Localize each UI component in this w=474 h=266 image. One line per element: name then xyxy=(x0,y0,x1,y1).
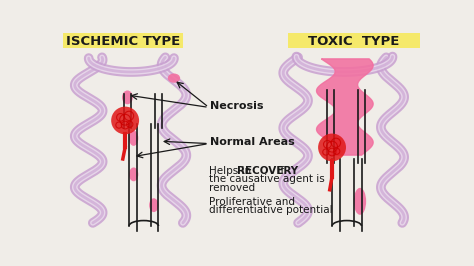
FancyBboxPatch shape xyxy=(288,34,419,48)
Ellipse shape xyxy=(129,167,138,181)
Text: Normal Areas: Normal Areas xyxy=(210,137,295,147)
Ellipse shape xyxy=(149,198,158,212)
Ellipse shape xyxy=(129,131,138,146)
Text: Helps in: Helps in xyxy=(209,166,254,176)
FancyBboxPatch shape xyxy=(63,34,183,48)
Text: TOXIC  TYPE: TOXIC TYPE xyxy=(308,35,400,48)
Circle shape xyxy=(318,134,346,161)
Ellipse shape xyxy=(168,73,180,83)
Text: Necrosis: Necrosis xyxy=(210,101,264,111)
Text: RECOVERY: RECOVERY xyxy=(237,166,299,176)
Text: if: if xyxy=(271,166,284,176)
Circle shape xyxy=(111,107,139,134)
Ellipse shape xyxy=(354,188,366,215)
Text: the causative agent is: the causative agent is xyxy=(209,174,325,184)
Text: Proliferative and: Proliferative and xyxy=(209,197,295,207)
Text: differentiative potential: differentiative potential xyxy=(209,205,332,215)
Text: ISCHEMIC TYPE: ISCHEMIC TYPE xyxy=(66,35,180,48)
Polygon shape xyxy=(317,59,373,155)
Text: removed: removed xyxy=(209,183,255,193)
Ellipse shape xyxy=(122,90,133,104)
